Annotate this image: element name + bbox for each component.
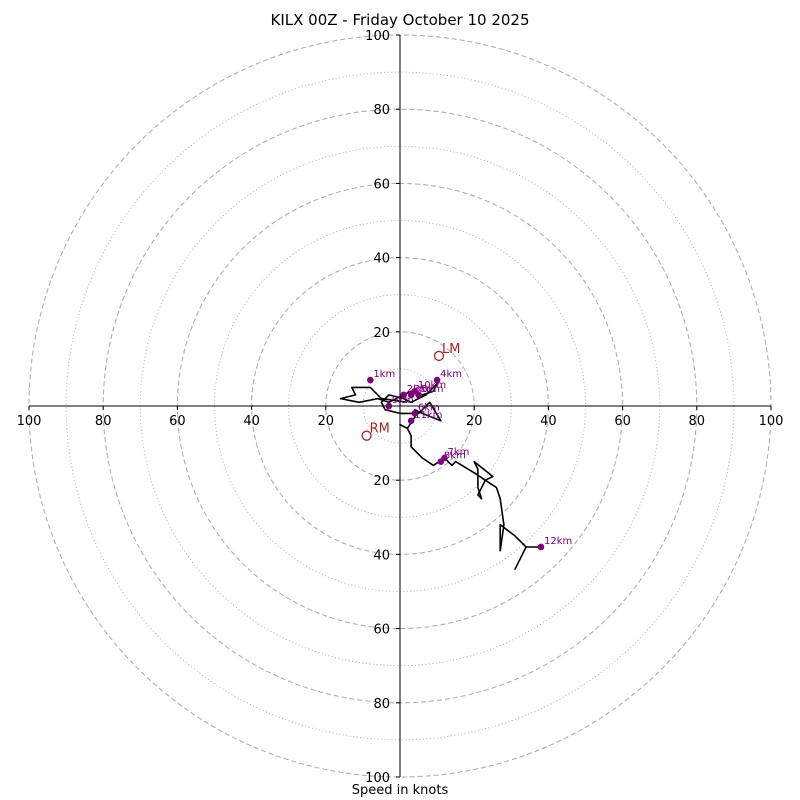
x-tick-label: 20 <box>318 414 335 429</box>
storm-motion-marker <box>433 350 445 362</box>
hodograph-trace <box>339 382 541 571</box>
chart-title: KILX 00Z - Friday October 10 2025 <box>270 11 530 29</box>
height-marker-point <box>367 376 374 384</box>
height-marker-label: 5km <box>422 384 444 395</box>
storm-motion-label: RM <box>370 422 390 437</box>
height-marker-point <box>437 458 445 465</box>
height-marker-point <box>411 387 419 395</box>
storm-motion-label: LM <box>442 342 460 357</box>
y-tick-label: 80 <box>373 697 390 712</box>
y-tick-label: 80 <box>373 103 390 118</box>
height-marker-label: 3km <box>414 384 436 395</box>
height-marker-point <box>433 376 441 384</box>
height-marker-point <box>400 391 408 399</box>
height-marker-label: 6km <box>418 402 440 413</box>
height-marker-point <box>411 410 419 417</box>
height-marker-label: 4km <box>440 369 462 380</box>
y-tick-label: 60 <box>373 623 390 638</box>
x-tick-label: 100 <box>759 414 784 429</box>
y-tick-label: 40 <box>373 548 390 563</box>
height-marker-label: 7km <box>448 447 470 458</box>
y-tick-label: 20 <box>373 474 390 489</box>
x-tick-label: 60 <box>614 414 631 429</box>
x-tick-label: 20 <box>466 414 483 429</box>
y-tick-label: 60 <box>373 177 390 192</box>
x-tick-label: 40 <box>243 414 260 429</box>
y-tick-label: 100 <box>365 771 390 786</box>
height-marker-label: 10km <box>418 380 446 391</box>
height-marker-point <box>385 402 393 410</box>
height-marker-point <box>537 543 545 551</box>
x-tick-label: 80 <box>95 414 112 429</box>
height-marker-label: 1km <box>373 369 395 380</box>
height-marker-label: 12km <box>544 536 572 547</box>
y-tick-label: 20 <box>373 326 390 341</box>
height-marker-label: 8km <box>444 451 466 462</box>
x-tick-label: 60 <box>169 414 186 429</box>
height-marker-point <box>407 417 415 425</box>
height-marker-label: 11km <box>414 410 442 421</box>
x-tick-label: 100 <box>17 414 42 429</box>
x-tick-label: 40 <box>540 414 557 429</box>
x-axis-label: Speed in knots <box>351 783 449 798</box>
y-tick-label: 40 <box>373 252 390 267</box>
x-tick-label: 80 <box>689 414 706 429</box>
height-marker-label: 9km <box>392 395 414 406</box>
y-tick-label: 100 <box>365 29 390 44</box>
height-marker-label: 2km <box>407 384 429 395</box>
storm-motion-marker <box>361 430 372 441</box>
